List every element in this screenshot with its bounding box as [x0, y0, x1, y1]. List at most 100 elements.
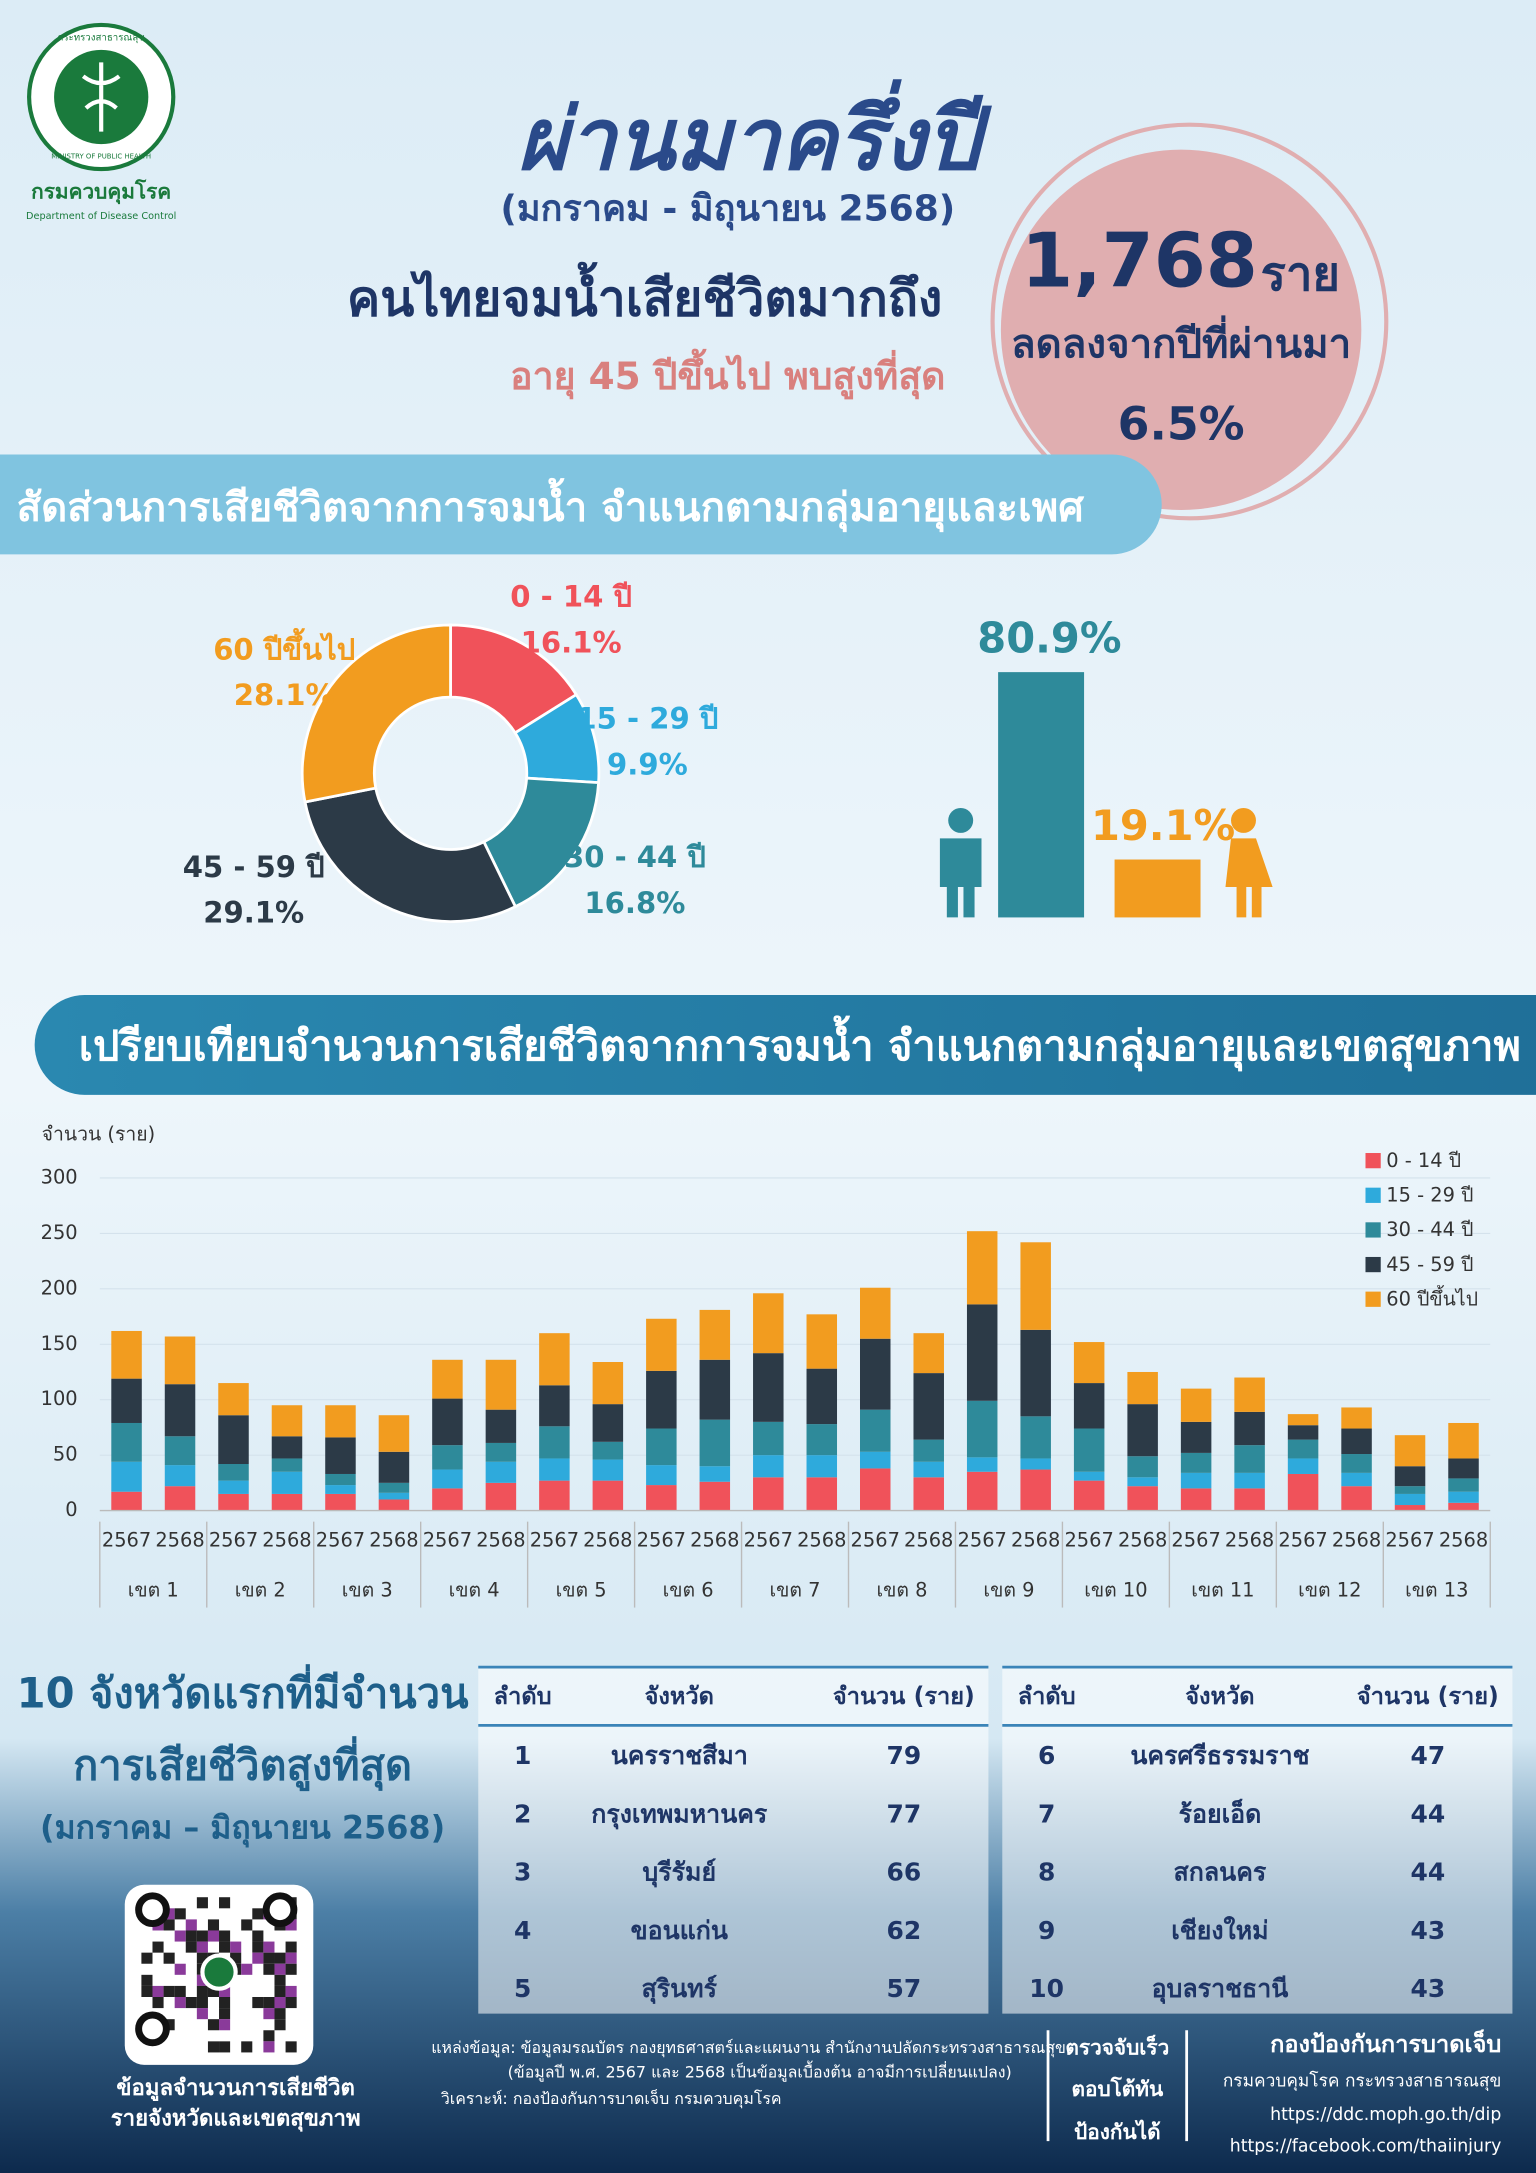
x-tick-label: 2567 [1278, 1529, 1327, 1552]
x-tick-label: 2568 [1225, 1529, 1274, 1552]
bar-segment [699, 1309, 731, 1360]
bar-segment [1234, 1377, 1265, 1412]
bar-segment [378, 1451, 410, 1483]
y-tick-label: 0 [65, 1498, 77, 1521]
bar-segment [271, 1458, 303, 1472]
bar-segment [1448, 1491, 1479, 1503]
qr-module [174, 1963, 186, 1975]
bar-segment [1341, 1472, 1372, 1487]
qr-module [141, 1974, 153, 1986]
table-cell: 10 [1029, 1974, 1064, 2003]
x-tick-label: 2568 [1011, 1529, 1060, 1552]
bar-segment [1341, 1486, 1372, 1511]
bar-segment [913, 1373, 944, 1440]
bar-segment [1180, 1388, 1212, 1422]
bar-segment [485, 1409, 517, 1443]
bar-segment [485, 1461, 517, 1483]
ring [990, 122, 1389, 521]
bar-segment [753, 1421, 784, 1456]
section-banner [34, 995, 1536, 1095]
qr-finder [262, 1892, 298, 1928]
table-cell: 77 [887, 1799, 922, 1828]
bar-segment [164, 1384, 196, 1437]
x-tick-label: 2568 [476, 1529, 525, 1552]
qr-module [185, 1941, 197, 1953]
bar-segment [966, 1471, 998, 1511]
qr-module [285, 1952, 297, 1964]
qr-module [263, 1963, 275, 1975]
bar-segment [1073, 1471, 1105, 1481]
qr-module [196, 1996, 208, 2009]
bar-segment [699, 1466, 731, 1482]
qr-module [163, 1952, 175, 1964]
qr-module [274, 1974, 286, 1986]
group-label: เขต 2 [235, 1578, 286, 1601]
bar-segment [646, 1428, 677, 1466]
bar-segment [378, 1492, 410, 1500]
table-cell: 44 [1411, 1799, 1446, 1828]
logo-ministry: กระทรวงสาธารณสุข [57, 32, 144, 43]
qr-module [196, 2008, 208, 2020]
qr-module [207, 2019, 220, 2031]
qr-module [263, 2008, 275, 2020]
legend-label: 0 - 14 ปี [1386, 1149, 1461, 1172]
x-tick-label: 2567 [958, 1529, 1007, 1552]
bar-segment [966, 1400, 998, 1458]
bar-segment [432, 1445, 463, 1470]
table-cell: 43 [1411, 1974, 1446, 2003]
legend-swatch [1365, 1153, 1381, 1169]
donut-slice [300, 623, 452, 804]
department-en: Department of Disease Control [26, 211, 176, 222]
qr-module [174, 1930, 186, 1942]
y-axis-label: จำนวน (ราย) [42, 1123, 156, 1146]
headline: คนไทยจมน้ำเสียชีวิตมากถึง [347, 262, 943, 328]
bar-segment [325, 1473, 356, 1486]
bar-segment [1448, 1478, 1479, 1492]
department: กรมควบคุมโรค [31, 179, 171, 205]
male-icon [948, 807, 974, 833]
source: (ข้อมูลปี พ.ศ. 2567 และ 2568 เป็นข้อมูลเ… [508, 2061, 1012, 2083]
legend-swatch [1365, 1222, 1381, 1238]
bar-segment [966, 1457, 998, 1472]
qr-module [263, 1941, 275, 1953]
bar-segment [1234, 1488, 1265, 1511]
table-cell: 2 [514, 1799, 531, 1828]
bar-segment [218, 1383, 249, 1416]
qr-module [263, 2041, 275, 2053]
slice-value: 16.8% [584, 886, 685, 920]
bar-segment [753, 1293, 784, 1354]
legend-swatch [1365, 1256, 1381, 1273]
x-tick-label: 2567 [530, 1529, 579, 1552]
table-header: จำนวน (ราย) [1357, 1682, 1499, 1710]
gender-bar [1114, 859, 1201, 918]
bar-segment [325, 1405, 356, 1438]
bar-segment [1020, 1458, 1051, 1470]
slice-value: 29.1% [203, 896, 304, 930]
bar-segment [271, 1405, 303, 1437]
bar-segment [913, 1439, 944, 1462]
group-label: เขต 11 [1191, 1578, 1254, 1601]
bar-segment [432, 1359, 463, 1399]
section-title: เปรียบเทียบจำนวนการเสียชีวิตจากการจมน้ำ … [79, 1015, 1521, 1072]
y-tick-label: 300 [41, 1165, 78, 1188]
bar-segment [218, 1493, 249, 1511]
bar-segment [646, 1465, 677, 1486]
bar-segment [164, 1465, 196, 1487]
section-title: สัดส่วนการเสียชีวิตจากการจมน้ำ จำแนกตามก… [17, 478, 1085, 533]
change-text: ลดลงจากปีที่ผ่านมา [1011, 314, 1351, 367]
bar-segment [1127, 1456, 1158, 1478]
bar-segment [1127, 1404, 1158, 1457]
qr-module [196, 1897, 208, 1909]
x-tick-label: 2568 [583, 1529, 632, 1552]
bar-segment [539, 1333, 570, 1386]
bar-segment [325, 1437, 356, 1474]
group-label: เขต 4 [449, 1578, 500, 1601]
bar-segment [1448, 1502, 1479, 1511]
y-tick-label: 100 [41, 1387, 78, 1410]
qr-module [274, 1996, 286, 2009]
qr-module [219, 1996, 231, 2009]
slice-label: 0 - 14 ปี [510, 580, 632, 614]
qr-module [263, 1996, 275, 2009]
qr-module [207, 1919, 220, 1931]
